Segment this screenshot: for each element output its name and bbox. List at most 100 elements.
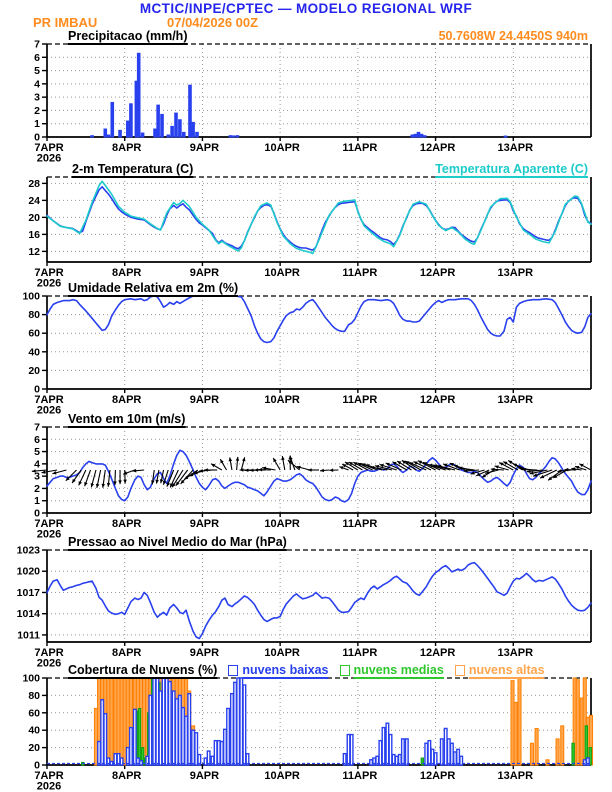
svg-text:13APR: 13APR — [498, 394, 534, 406]
svg-text:8APR: 8APR — [112, 394, 141, 406]
svg-text:2026: 2026 — [37, 278, 61, 290]
svg-text:1: 1 — [34, 495, 40, 507]
svg-text:8APR: 8APR — [112, 518, 141, 530]
high-clouds-label: nuvens altas — [468, 663, 545, 677]
svg-text:12APR: 12APR — [420, 770, 456, 782]
svg-text:28: 28 — [28, 178, 40, 190]
mid-clouds-label: nuvens medias — [353, 663, 444, 677]
svg-text:9APR: 9APR — [190, 142, 219, 154]
svg-text:7: 7 — [34, 422, 40, 434]
svg-text:1017: 1017 — [17, 587, 41, 599]
svg-text:2: 2 — [34, 105, 40, 117]
legend-mid-clouds: nuvens medias — [339, 663, 444, 677]
svg-text:13APR: 13APR — [498, 142, 534, 154]
svg-text:60: 60 — [28, 707, 40, 719]
low-clouds-swatch-icon — [228, 665, 239, 676]
svg-text:8APR: 8APR — [112, 647, 141, 659]
high-clouds-swatch-icon — [454, 665, 465, 676]
station-label: PR IMBAU — [33, 15, 98, 30]
clouds-title: Cobertura de Nuvens (%) — [68, 663, 218, 677]
svg-text:3: 3 — [34, 471, 40, 483]
svg-text:7APR: 7APR — [34, 647, 63, 659]
svg-text:10APR: 10APR — [264, 770, 300, 782]
svg-text:12APR: 12APR — [420, 647, 456, 659]
svg-text:60: 60 — [28, 328, 40, 340]
svg-text:10APR: 10APR — [264, 647, 300, 659]
svg-text:11APR: 11APR — [342, 394, 377, 406]
svg-text:11APR: 11APR — [342, 267, 377, 279]
svg-text:2: 2 — [34, 483, 40, 495]
svg-text:13APR: 13APR — [498, 647, 534, 659]
svg-text:2026: 2026 — [37, 153, 61, 165]
svg-text:8APR: 8APR — [112, 770, 141, 782]
svg-text:20: 20 — [28, 212, 40, 224]
svg-text:12: 12 — [28, 246, 40, 258]
svg-text:1023: 1023 — [17, 545, 41, 557]
pressure-title: Pressao ao Nivel Medio do Mar (hPa) — [68, 535, 287, 549]
svg-text:4: 4 — [34, 458, 40, 470]
legend-high-clouds: nuvens altas — [454, 663, 545, 677]
svg-text:2026: 2026 — [37, 405, 61, 417]
svg-text:6: 6 — [34, 52, 40, 64]
svg-text:12APR: 12APR — [420, 394, 456, 406]
svg-text:9APR: 9APR — [190, 647, 219, 659]
svg-text:20: 20 — [28, 365, 40, 377]
page-title: MCTIC/INPE/CPTEC — MODELO REGIONAL WRF — [139, 1, 473, 16]
svg-text:0: 0 — [34, 760, 40, 772]
svg-text:1011: 1011 — [17, 629, 40, 641]
svg-text:8APR: 8APR — [112, 142, 141, 154]
svg-text:5: 5 — [34, 446, 40, 458]
svg-text:9APR: 9APR — [190, 518, 219, 530]
svg-text:12APR: 12APR — [420, 518, 456, 530]
svg-text:12APR: 12APR — [420, 267, 456, 279]
model-run-label: 07/04/2026 00Z — [167, 15, 259, 30]
svg-text:13APR: 13APR — [498, 267, 534, 279]
svg-text:7APR: 7APR — [34, 518, 63, 530]
svg-text:40: 40 — [28, 725, 40, 737]
svg-text:100: 100 — [22, 291, 40, 303]
svg-text:3: 3 — [34, 92, 40, 104]
svg-text:10APR: 10APR — [264, 142, 300, 154]
svg-text:40: 40 — [28, 346, 40, 358]
svg-text:24: 24 — [28, 195, 40, 207]
svg-text:100: 100 — [22, 673, 40, 685]
svg-text:2026: 2026 — [37, 529, 61, 541]
low-clouds-label: nuvens baixas — [242, 663, 329, 677]
svg-text:20: 20 — [28, 742, 40, 754]
svg-text:80: 80 — [28, 309, 40, 321]
svg-text:9APR: 9APR — [190, 770, 219, 782]
svg-text:11APR: 11APR — [342, 770, 377, 782]
svg-text:13APR: 13APR — [498, 770, 534, 782]
svg-text:7APR: 7APR — [34, 142, 63, 154]
svg-text:8APR: 8APR — [112, 267, 141, 279]
svg-text:5: 5 — [34, 65, 40, 77]
humidity-title: Umidade Relativa em 2m (%) — [68, 281, 239, 295]
svg-text:9APR: 9APR — [190, 267, 219, 279]
svg-text:7APR: 7APR — [34, 267, 63, 279]
wind-title: Vento em 10m (m/s) — [68, 412, 186, 426]
precip-title-row: Precipitacao (mm/h) 50.7608W 24.4450S 94… — [68, 29, 588, 43]
svg-text:11APR: 11APR — [342, 142, 377, 154]
svg-text:10APR: 10APR — [264, 518, 300, 530]
svg-text:6: 6 — [34, 434, 40, 446]
precip-title: Precipitacao (mm/h) — [68, 29, 188, 43]
svg-text:7APR: 7APR — [34, 770, 63, 782]
svg-text:7APR: 7APR — [34, 394, 63, 406]
location-label: 50.7608W 24.4450S 940m — [438, 29, 588, 43]
apparent-temperature-legend: Temperatura Aparente (C) — [435, 162, 588, 176]
svg-text:16: 16 — [28, 229, 40, 241]
svg-text:10APR: 10APR — [264, 394, 300, 406]
svg-text:80: 80 — [28, 690, 40, 702]
svg-text:11APR: 11APR — [342, 518, 377, 530]
svg-text:9APR: 9APR — [190, 394, 219, 406]
legend-low-clouds: nuvens baixas — [228, 663, 329, 677]
svg-text:2026: 2026 — [37, 658, 61, 670]
svg-text:12APR: 12APR — [420, 142, 456, 154]
svg-text:11APR: 11APR — [342, 647, 377, 659]
temperature-title: 2-m Temperatura (C) — [72, 162, 194, 176]
svg-text:1020: 1020 — [17, 566, 41, 578]
svg-text:0: 0 — [34, 508, 40, 520]
svg-text:0: 0 — [34, 384, 40, 396]
svg-text:10APR: 10APR — [264, 267, 300, 279]
